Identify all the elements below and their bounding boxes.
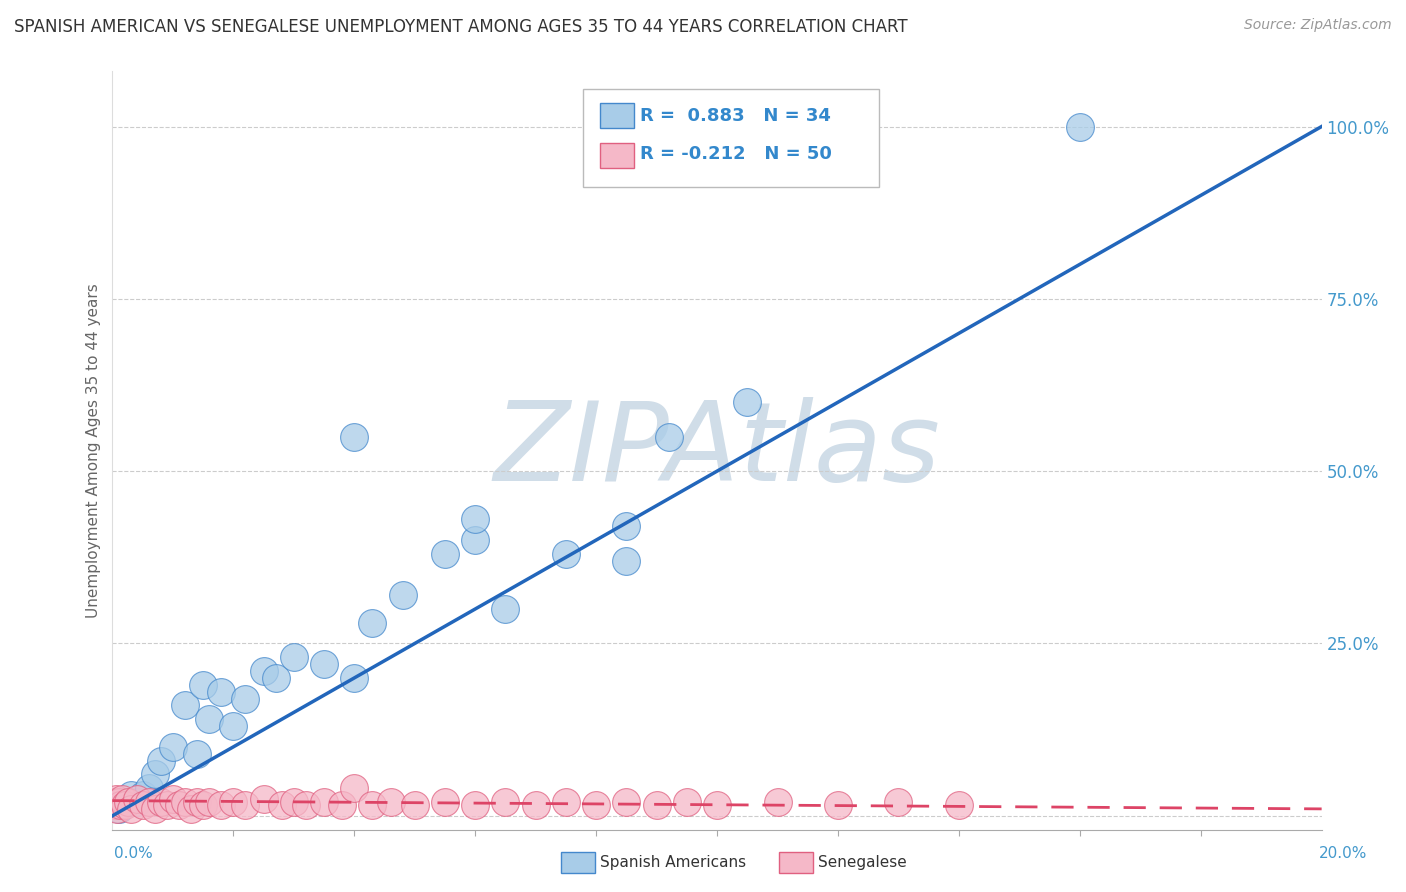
Point (737, 395, 759, 409)
Point (380, 795, 402, 809)
Point (162, 791, 184, 805)
Point (948, 798, 970, 813)
Point (186, 747, 208, 761)
Point (117, 795, 139, 809)
Y-axis label: Unemployment Among Ages 35 to 44 years: Unemployment Among Ages 35 to 44 years (86, 283, 101, 618)
Point (253, 664, 276, 678)
Point (174, 795, 197, 809)
Text: R =  0.883   N = 34: R = 0.883 N = 34 (640, 107, 831, 125)
Text: 20.0%: 20.0% (1319, 847, 1367, 861)
Point (343, 781, 366, 796)
Point (222, 795, 245, 809)
Point (107, 802, 129, 816)
Point (191, 678, 214, 692)
Point (138, 781, 160, 796)
Point (554, 795, 576, 809)
Point (191, 798, 214, 813)
Text: Source: ZipAtlas.com: Source: ZipAtlas.com (1244, 18, 1392, 32)
Point (554, 547, 576, 561)
Text: R = -0.212   N = 50: R = -0.212 N = 50 (640, 145, 831, 163)
Point (209, 798, 232, 813)
Text: 0.0%: 0.0% (114, 847, 153, 861)
Point (186, 795, 208, 809)
Point (264, 671, 287, 685)
Text: Spanish Americans: Spanish Americans (600, 855, 747, 870)
Point (156, 798, 179, 813)
Point (253, 791, 276, 805)
Point (827, 798, 849, 813)
Point (585, 798, 607, 813)
Point (105, 791, 128, 805)
Point (524, 798, 547, 813)
Point (887, 795, 910, 809)
Point (209, 684, 232, 698)
Point (314, 795, 336, 809)
Point (167, 798, 190, 813)
Point (235, 691, 257, 706)
Point (132, 788, 155, 802)
Point (143, 802, 166, 816)
Point (104, 798, 127, 813)
Point (433, 795, 456, 809)
Point (107, 795, 129, 809)
Point (120, 802, 142, 816)
Point (125, 791, 148, 805)
Point (222, 719, 245, 733)
Point (391, 588, 413, 602)
Point (283, 650, 305, 665)
Point (616, 519, 638, 533)
Point (314, 657, 336, 672)
Point (143, 767, 166, 781)
Point (114, 798, 136, 813)
Point (658, 430, 681, 444)
Point (1069, 120, 1091, 134)
Point (198, 795, 221, 809)
Point (108, 798, 131, 813)
Point (110, 791, 132, 805)
Point (125, 795, 148, 809)
Point (270, 798, 292, 813)
Point (120, 788, 142, 802)
Point (283, 795, 305, 809)
Point (180, 802, 202, 816)
Point (138, 795, 160, 809)
Point (433, 547, 456, 561)
Point (174, 698, 197, 713)
Point (404, 798, 426, 813)
Point (149, 754, 172, 768)
Point (103, 795, 125, 809)
Point (343, 430, 366, 444)
Point (495, 795, 517, 809)
Point (766, 795, 789, 809)
Point (114, 795, 136, 809)
Point (495, 602, 517, 616)
Point (330, 798, 353, 813)
Point (162, 739, 184, 754)
Point (706, 798, 728, 813)
Point (343, 671, 366, 685)
Point (295, 798, 318, 813)
Point (235, 798, 257, 813)
Point (198, 712, 221, 726)
Text: SPANISH AMERICAN VS SENEGALESE UNEMPLOYMENT AMONG AGES 35 TO 44 YEARS CORRELATIO: SPANISH AMERICAN VS SENEGALESE UNEMPLOYM… (14, 18, 908, 36)
Point (464, 512, 486, 526)
Text: ZIPAtlas: ZIPAtlas (494, 397, 941, 504)
Text: Senegalese: Senegalese (818, 855, 907, 870)
Point (361, 798, 384, 813)
Point (616, 554, 638, 568)
Point (361, 615, 384, 630)
Point (149, 795, 172, 809)
Point (105, 802, 128, 816)
Point (464, 533, 486, 547)
Point (645, 798, 668, 813)
Point (616, 795, 638, 809)
Point (464, 798, 486, 813)
Point (132, 798, 155, 813)
Point (675, 795, 697, 809)
